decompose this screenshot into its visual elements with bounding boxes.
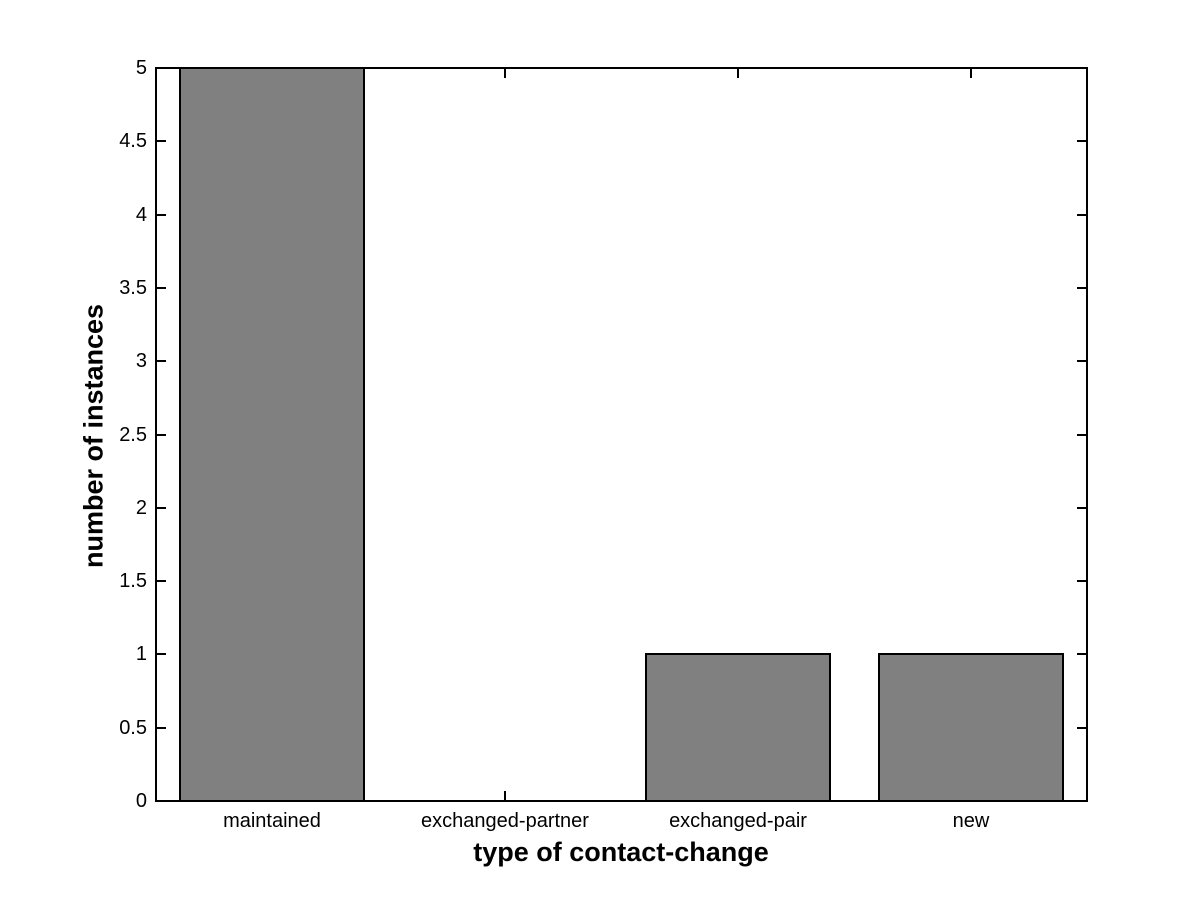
y-tick-right [1077, 140, 1086, 142]
y-tick-left [157, 434, 166, 436]
y-tick-left [157, 287, 166, 289]
y-tick-label: 0.5 [119, 717, 147, 739]
y-tick-label: 5 [135, 57, 147, 79]
y-tick-label: 2.5 [119, 424, 147, 446]
y-tick-label: 4.5 [119, 130, 147, 152]
y-tick-left [157, 507, 166, 509]
y-tick-left [157, 800, 166, 802]
y-tick-left [157, 580, 166, 582]
y-tick-right [1077, 67, 1086, 69]
y-tick-label: 3 [135, 350, 147, 372]
y-axis-title: number of instances [78, 303, 109, 569]
y-tick-right [1077, 727, 1086, 729]
bar-maintained [179, 67, 365, 802]
y-tick-right [1077, 214, 1086, 216]
x-tick-label-maintained: maintained [223, 810, 321, 832]
y-tick-label: 1 [135, 643, 147, 665]
y-tick-left [157, 727, 166, 729]
y-tick-right [1077, 287, 1086, 289]
y-tick-right [1077, 800, 1086, 802]
y-tick-left [157, 140, 166, 142]
y-tick-right [1077, 653, 1086, 655]
x-axis-title: type of contact-change [473, 837, 769, 867]
y-tick-label: 1.5 [119, 570, 147, 592]
x-tick-top [737, 69, 739, 78]
x-tick-top [504, 69, 506, 78]
x-tick-label-new: new [952, 810, 990, 832]
y-tick-right [1077, 507, 1086, 509]
x-tick-bottom [504, 791, 506, 800]
x-tick-top [970, 69, 972, 78]
y-tick-right [1077, 360, 1086, 362]
y-tick-right [1077, 434, 1086, 436]
y-tick-left [157, 67, 166, 69]
x-tick-label-exchanged-partner: exchanged-partner [421, 810, 589, 832]
y-tick-label: 2 [135, 497, 147, 519]
y-tick-left [157, 360, 166, 362]
y-tick-label: 0 [135, 790, 147, 812]
y-tick-left [157, 214, 166, 216]
bar-exchanged-pair [645, 653, 831, 802]
y-tick-label: 3.5 [119, 277, 147, 299]
bar-new [878, 653, 1064, 802]
y-tick-left [157, 653, 166, 655]
x-tick-label-exchanged-pair: exchanged-pair [669, 810, 807, 832]
y-tick-label: 4 [135, 204, 147, 226]
y-tick-right [1077, 580, 1086, 582]
